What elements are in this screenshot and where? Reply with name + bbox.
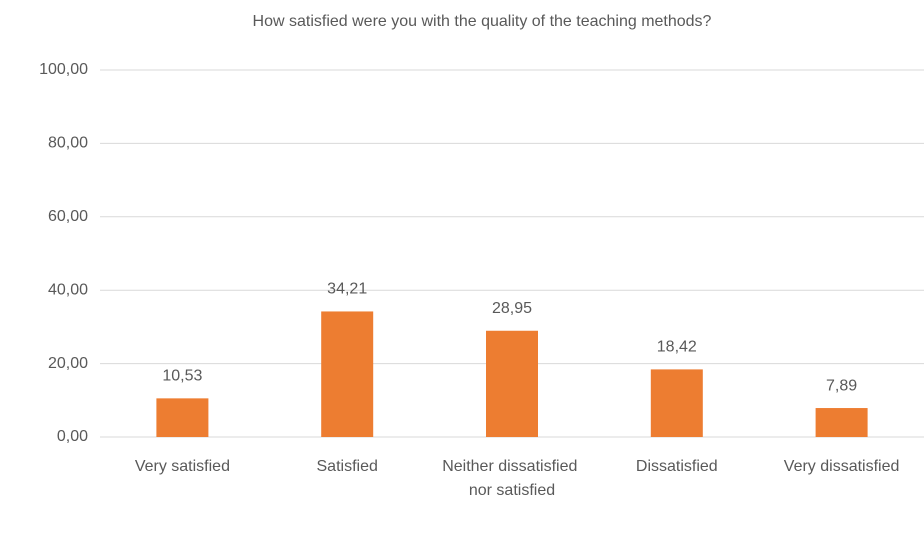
y-tick-label: 60,00 bbox=[48, 208, 88, 225]
x-tick-label: Very dissatisfied bbox=[784, 458, 900, 475]
bar bbox=[321, 311, 374, 437]
bar bbox=[650, 369, 703, 437]
y-tick-label: 0,00 bbox=[57, 428, 88, 445]
data-label: 7,89 bbox=[826, 377, 857, 394]
chart-title: How satisfied were you with the quality … bbox=[253, 13, 712, 30]
x-tick-label: Satisfied bbox=[317, 458, 378, 475]
x-tick-label: Very satisfied bbox=[135, 458, 230, 475]
data-label: 34,21 bbox=[327, 281, 367, 298]
x-tick-label: Dissatisfied bbox=[636, 458, 718, 475]
data-label: 28,95 bbox=[492, 300, 532, 317]
data-label: 10,53 bbox=[162, 368, 202, 385]
bar bbox=[486, 330, 538, 437]
y-tick-label: 100,00 bbox=[39, 61, 88, 78]
bar bbox=[815, 408, 868, 437]
data-label: 18,42 bbox=[657, 339, 697, 356]
x-tick-label: Neither dissatisfied nor satisfied bbox=[442, 458, 582, 499]
y-tick-label: 40,00 bbox=[48, 281, 88, 298]
y-tick-label: 20,00 bbox=[48, 355, 88, 372]
y-tick-label: 80,00 bbox=[48, 135, 88, 152]
bar bbox=[156, 398, 209, 437]
